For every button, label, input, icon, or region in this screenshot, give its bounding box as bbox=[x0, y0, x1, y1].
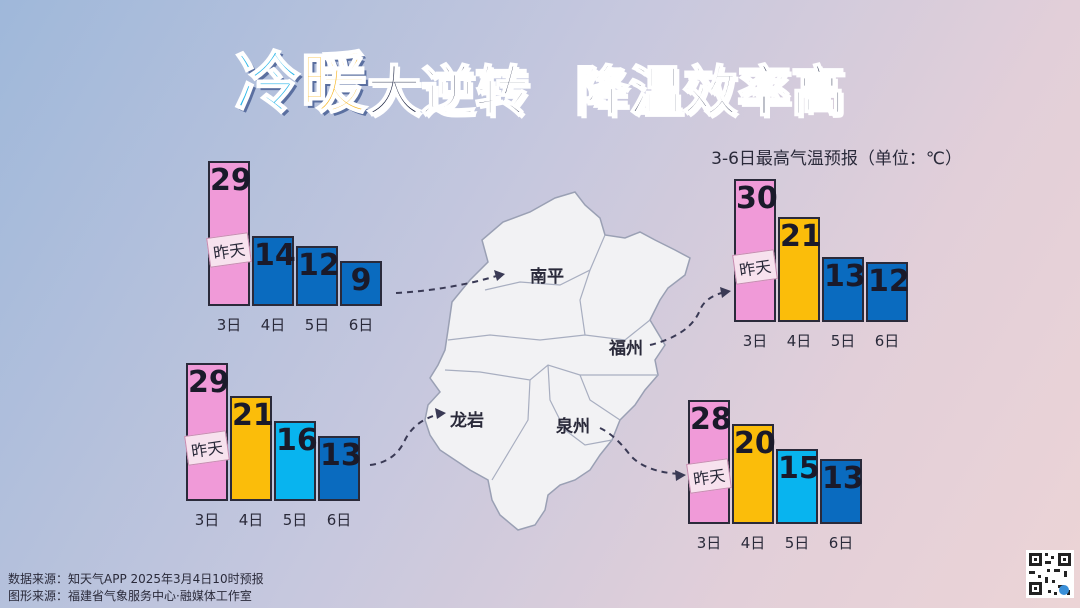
yesterday-tag: 昨天 bbox=[184, 430, 230, 466]
city-borders bbox=[444, 234, 658, 481]
city-label-fuzhou: 福州 bbox=[609, 339, 643, 359]
day-tick-label: 4日 bbox=[260, 316, 286, 334]
arrow-fuzhou bbox=[649, 291, 726, 346]
bar-4日: 20 bbox=[732, 424, 776, 524]
bar-4日: 21 bbox=[230, 396, 274, 501]
headline-cold: 冷 bbox=[234, 44, 302, 123]
city-label-quanzhou: 泉州 bbox=[556, 417, 590, 437]
day-tick-label: 6日 bbox=[348, 316, 374, 334]
arrow-quanzhou bbox=[599, 427, 681, 475]
bar-3日: 29 昨天 bbox=[206, 161, 252, 306]
bar-value-label: 29 bbox=[188, 365, 230, 400]
fujian-province-outline bbox=[424, 191, 691, 531]
bar-3日: 28 昨天 bbox=[686, 400, 732, 524]
yesterday-tag: 昨天 bbox=[732, 249, 778, 285]
bar-value-label: 28 bbox=[690, 402, 732, 437]
day-tick-label: 4日 bbox=[740, 534, 766, 552]
headline-cooling: 降温效率高 bbox=[574, 59, 846, 124]
bar-value-label: 21 bbox=[780, 219, 822, 254]
day-tick-label: 3日 bbox=[216, 316, 242, 334]
bar-value-label: 12 bbox=[868, 264, 910, 299]
arrow-heads bbox=[435, 270, 731, 481]
bar-3日: 30 昨天 bbox=[732, 179, 778, 322]
bar-value-label: 13 bbox=[822, 461, 864, 496]
chart-quanzhou: 28 昨天 3日 20 4日 15 5日 13 6日 bbox=[686, 400, 872, 552]
chart-nanping: 29 昨天 3日 14 4日 12 5日 9 6日 bbox=[206, 160, 392, 334]
day-tick-label: 5日 bbox=[282, 511, 308, 529]
yesterday-tag: 昨天 bbox=[206, 232, 252, 269]
bar-value-label: 15 bbox=[778, 451, 820, 486]
day-tick-label: 6日 bbox=[828, 534, 854, 552]
arrow-longyan bbox=[369, 413, 441, 466]
bar-6日: 13 bbox=[318, 436, 362, 501]
bar-value-label: 29 bbox=[210, 163, 252, 198]
day-tick-label: 3日 bbox=[742, 332, 768, 350]
city-label-longyan: 龙岩 bbox=[450, 411, 484, 431]
city-label-nanping: 南平 bbox=[530, 267, 564, 287]
bar-value-label: 20 bbox=[734, 426, 776, 461]
qr-code bbox=[1026, 550, 1074, 598]
bar-value-label: 12 bbox=[298, 248, 340, 283]
day-tick-label: 4日 bbox=[238, 511, 264, 529]
day-tick-label: 6日 bbox=[326, 511, 352, 529]
bar-6日: 12 bbox=[866, 262, 910, 322]
data-source-note: 数据来源：知天气APP 2025年3月4日10时预报 bbox=[8, 572, 264, 586]
headline: 冷暖大逆转 降温效率高 bbox=[0, 30, 1080, 126]
bar-value-label: 16 bbox=[276, 423, 318, 458]
chart-subtitle: 3-6日最高气温预报（单位：℃） bbox=[711, 149, 962, 169]
callout-arrows bbox=[369, 274, 726, 475]
day-tick-label: 4日 bbox=[786, 332, 812, 350]
bar-3日: 29 昨天 bbox=[184, 363, 230, 501]
arrow-nanping bbox=[395, 274, 501, 294]
headline-warm: 暖 bbox=[300, 44, 368, 123]
bar-value-label: 30 bbox=[736, 181, 778, 216]
chart-longyan: 29 昨天 3日 21 4日 16 5日 13 6日 bbox=[184, 363, 370, 529]
day-tick-label: 3日 bbox=[696, 534, 722, 552]
chart-fuzhou: 30 昨天 3日 21 4日 13 5日 12 6日 bbox=[732, 179, 918, 350]
bar-5日: 16 bbox=[274, 421, 318, 501]
graphic-source-note: 图形来源：福建省气象服务中心·融媒体工作室 bbox=[8, 589, 252, 603]
bar-5日: 15 bbox=[776, 449, 820, 524]
bar-value-label: 21 bbox=[232, 398, 274, 433]
day-tick-label: 5日 bbox=[784, 534, 810, 552]
headline-reversal: 大逆转 bbox=[366, 59, 530, 124]
day-tick-label: 5日 bbox=[830, 332, 856, 350]
bar-6日: 9 bbox=[340, 261, 382, 306]
day-tick-label: 6日 bbox=[874, 332, 900, 350]
bar-5日: 13 bbox=[822, 257, 866, 322]
bar-value-label: 9 bbox=[350, 263, 372, 298]
bar-value-label: 13 bbox=[320, 438, 362, 473]
yesterday-tag: 昨天 bbox=[686, 458, 732, 495]
bar-4日: 14 bbox=[252, 236, 296, 306]
bar-6日: 13 bbox=[820, 459, 864, 524]
bar-4日: 21 bbox=[778, 217, 822, 322]
bar-5日: 12 bbox=[296, 246, 340, 306]
bar-value-label: 14 bbox=[254, 238, 296, 273]
day-tick-label: 3日 bbox=[194, 511, 220, 529]
bar-value-label: 13 bbox=[824, 259, 866, 294]
day-tick-label: 5日 bbox=[304, 316, 330, 334]
